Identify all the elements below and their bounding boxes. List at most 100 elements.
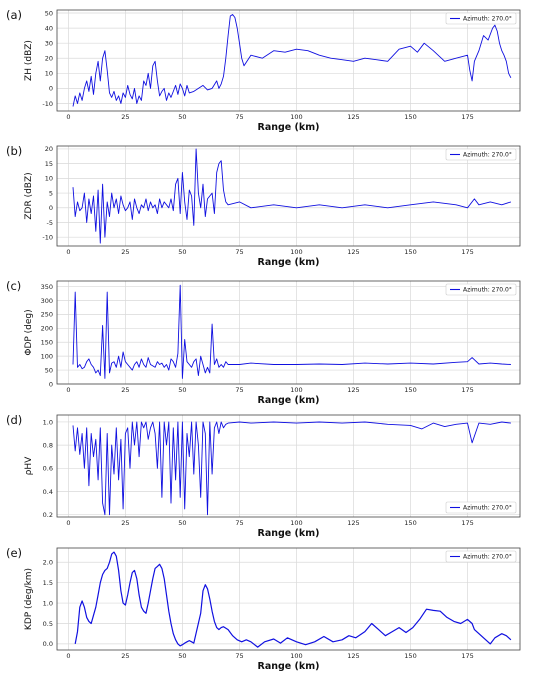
x-tick-label: 125 [347,113,359,121]
y-tick-label: 30 [45,39,53,47]
y-tick-label: 1.0 [43,418,53,426]
legend-box [445,501,517,514]
y-tick-label: 2.0 [43,559,53,567]
legend-box [445,148,517,161]
x-axis-label: Range (km) [258,661,320,672]
y-tick-label: 350 [41,283,53,291]
y-tick-label: -5 [47,219,53,227]
y-tick-label: 1.5 [43,579,53,587]
x-tick-label: 50 [178,248,186,256]
y-axis-label: ZDR (dBZ) [24,172,34,219]
x-tick-label: 75 [235,386,243,394]
y-tick-label: 10 [45,175,53,183]
x-tick-label: 175 [461,386,473,394]
x-axis-label: Range (km) [258,528,320,539]
y-tick-label: 10 [45,70,53,78]
x-tick-label: 0 [66,386,70,394]
y-tick-label: 50 [45,366,53,374]
y-tick-label: 0 [49,85,53,93]
legend: Azimuth: 270.0° [445,148,517,161]
y-tick-label: 20 [45,145,53,153]
x-tick-label: 75 [235,519,243,527]
panel-3: 0 25 50 75 100 125 150 175 0.2 0.4 0.6 0.8 1.0 Azimut… [6,413,521,539]
x-tick-label: 125 [347,248,359,256]
y-tick-label: 0.0 [43,640,53,648]
x-tick-label: 75 [235,113,243,121]
panel-1: 0 25 50 75 100 125 150 175 -10 -5 0 5 10 15 20 Azimuth:… [6,144,521,268]
plot-frame [56,547,521,651]
y-tick-label: 20 [45,55,53,63]
x-tick-label: 75 [235,248,243,256]
legend: Azimuth: 270.0° [445,501,517,514]
series-line [74,551,512,648]
y-axis-label: ZH (dBZ) [24,40,34,81]
x-tick-label: 150 [404,652,416,660]
x-tick-label: 25 [121,248,129,256]
panel-label: (c) [6,279,21,293]
x-tick-label: 175 [461,248,473,256]
x-tick-label: 0 [66,652,70,660]
legend: Azimuth: 270.0° [445,550,517,563]
x-tick-label: 50 [178,386,186,394]
legend: Azimuth: 270.0° [445,283,517,296]
x-tick-label: 50 [178,519,186,527]
y-tick-label: -10 [42,233,53,241]
x-tick-label: 50 [178,113,186,121]
x-axis-label: Range (km) [258,395,320,406]
x-tick-label: 150 [404,386,416,394]
x-tick-label: 150 [404,113,416,121]
series-line [72,421,511,516]
x-tick-label: 25 [121,652,129,660]
x-tick-label: 0 [66,248,70,256]
x-axis-label: Range (km) [258,257,320,268]
x-tick-label: 100 [290,652,302,660]
panel-label: (e) [6,546,22,560]
y-tick-label: 0.8 [43,441,53,449]
y-tick-label: 50 [45,9,53,17]
y-tick-label: 100 [41,352,53,360]
x-tick-label: 125 [347,652,359,660]
y-tick-label: 200 [41,325,53,333]
y-axis-label: KDP (deg/km) [24,568,34,630]
y-tick-label: 300 [41,297,53,305]
x-tick-label: 0 [66,519,70,527]
x-tick-label: 175 [461,519,473,527]
panel-2: 0 25 50 75 100 125 150 175 0 50 100 150 200 250 300 350… [6,279,521,406]
legend: Azimuth: 270.0° [445,12,517,25]
x-tick-label: 125 [347,386,359,394]
y-tick-label: 150 [41,339,53,347]
x-tick-label: 25 [121,113,129,121]
legend-box [445,283,517,296]
x-tick-label: 175 [461,113,473,121]
x-tick-label: 50 [178,652,186,660]
panel-label: (d) [6,413,22,427]
legend-label: Azimuth: 270.0° [463,16,512,23]
y-tick-label: 15 [45,160,53,168]
y-axis-label: ρHV [24,456,34,475]
x-tick-label: 100 [290,386,302,394]
plot-frame [56,280,521,385]
y-axis-label: ΦDP (deg) [24,309,34,355]
series-line [72,14,512,107]
x-tick-label: 25 [121,519,129,527]
y-tick-label: 0 [49,204,53,212]
y-tick-label: 0.6 [43,465,53,473]
legend-label: Azimuth: 270.0° [463,152,512,159]
y-tick-label: 0 [49,380,53,388]
legend-label: Azimuth: 270.0° [463,287,512,294]
x-tick-label: 125 [347,519,359,527]
panel-label: (b) [6,144,22,158]
legend-box [445,550,517,563]
y-tick-label: 40 [45,24,53,32]
plot-frame [56,9,521,112]
y-tick-label: 0.5 [43,620,53,628]
y-tick-label: 5 [49,189,53,197]
x-tick-label: 100 [290,519,302,527]
x-tick-label: 100 [290,248,302,256]
x-tick-label: 100 [290,113,302,121]
plot-frame [56,414,521,518]
y-tick-label: 1.0 [43,599,53,607]
panel-label: (a) [6,8,22,22]
x-tick-label: 25 [121,386,129,394]
